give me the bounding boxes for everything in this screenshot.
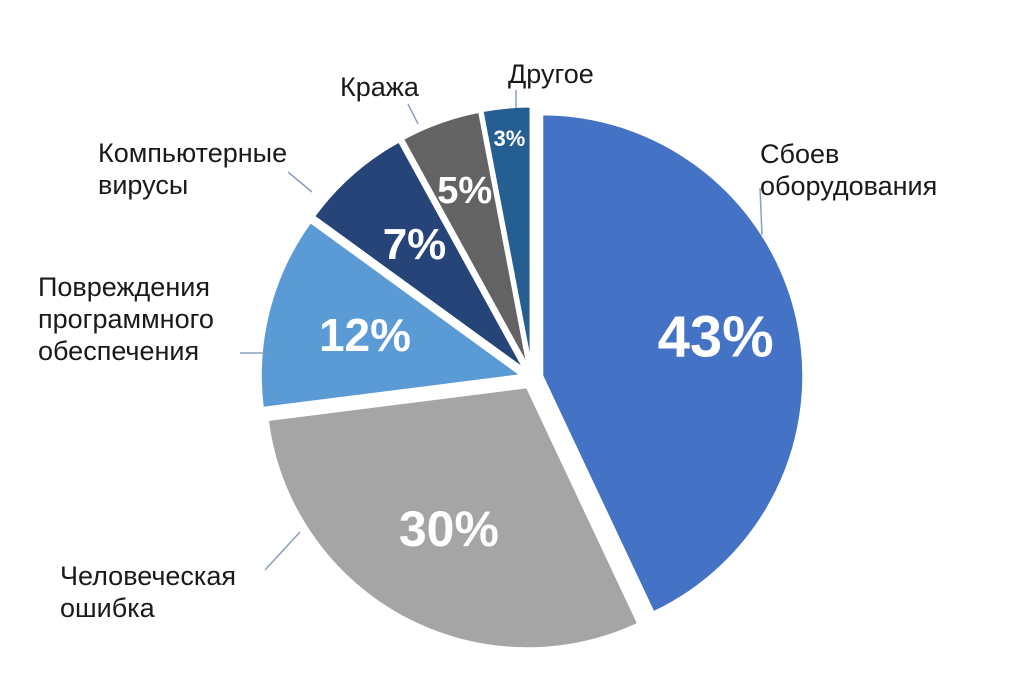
slice-category-label-line: оборудования	[760, 171, 937, 201]
slice-category-label-line: ошибка	[60, 593, 156, 623]
pie-slice	[265, 385, 641, 651]
leader-lines-layer	[240, 90, 763, 571]
slice-category-label-line: вирусы	[98, 170, 188, 200]
slice-value-label: 12%	[319, 309, 411, 361]
pie-slice	[311, 138, 527, 372]
slice-category-label: Другое	[508, 59, 594, 89]
slice-value-label: 3%	[493, 126, 525, 151]
slice-category-label: Повреждения программного обеспечения	[38, 272, 214, 366]
slice-category-label-line: обеспечения	[38, 336, 199, 366]
category-labels-layer: Сбоев оборудования Человеческая ошибка Повре…	[38, 59, 937, 623]
pie-slice	[258, 219, 527, 411]
slice-category-label-line: Повреждения	[38, 272, 210, 302]
slice-category-label: Компьютерные вирусы	[98, 138, 287, 200]
value-labels-layer: 43% 30% 12% 7% 5%3%	[319, 126, 774, 557]
leader-line	[264, 531, 301, 571]
slice-category-label-line: Другое	[508, 59, 594, 89]
slice-category-label: Человеческая ошибка	[60, 561, 236, 623]
slice-category-label-line: Кража	[340, 72, 420, 102]
slice-category-label-line: Компьютерные	[98, 138, 287, 168]
slice-category-label: Кража	[340, 72, 420, 102]
slice-value-label: 43%	[658, 304, 774, 369]
slice-value-label: 30%	[399, 501, 499, 557]
slice-category-label-line: Человеческая	[60, 561, 236, 591]
leader-line	[407, 103, 419, 125]
slice-category-label: Сбоев оборудования	[760, 139, 937, 201]
slice-category-label-line: программного	[38, 304, 214, 334]
slice-value-label: 7%	[383, 220, 447, 269]
slices-layer	[258, 104, 806, 651]
pie-slice	[400, 109, 531, 370]
leader-line	[287, 171, 313, 193]
pie-slice	[480, 104, 533, 369]
pie-slice	[540, 112, 806, 615]
slice-category-label-line: Сбоев	[760, 139, 839, 169]
slice-value-label: 5%	[437, 170, 492, 212]
leader-line	[759, 187, 763, 236]
